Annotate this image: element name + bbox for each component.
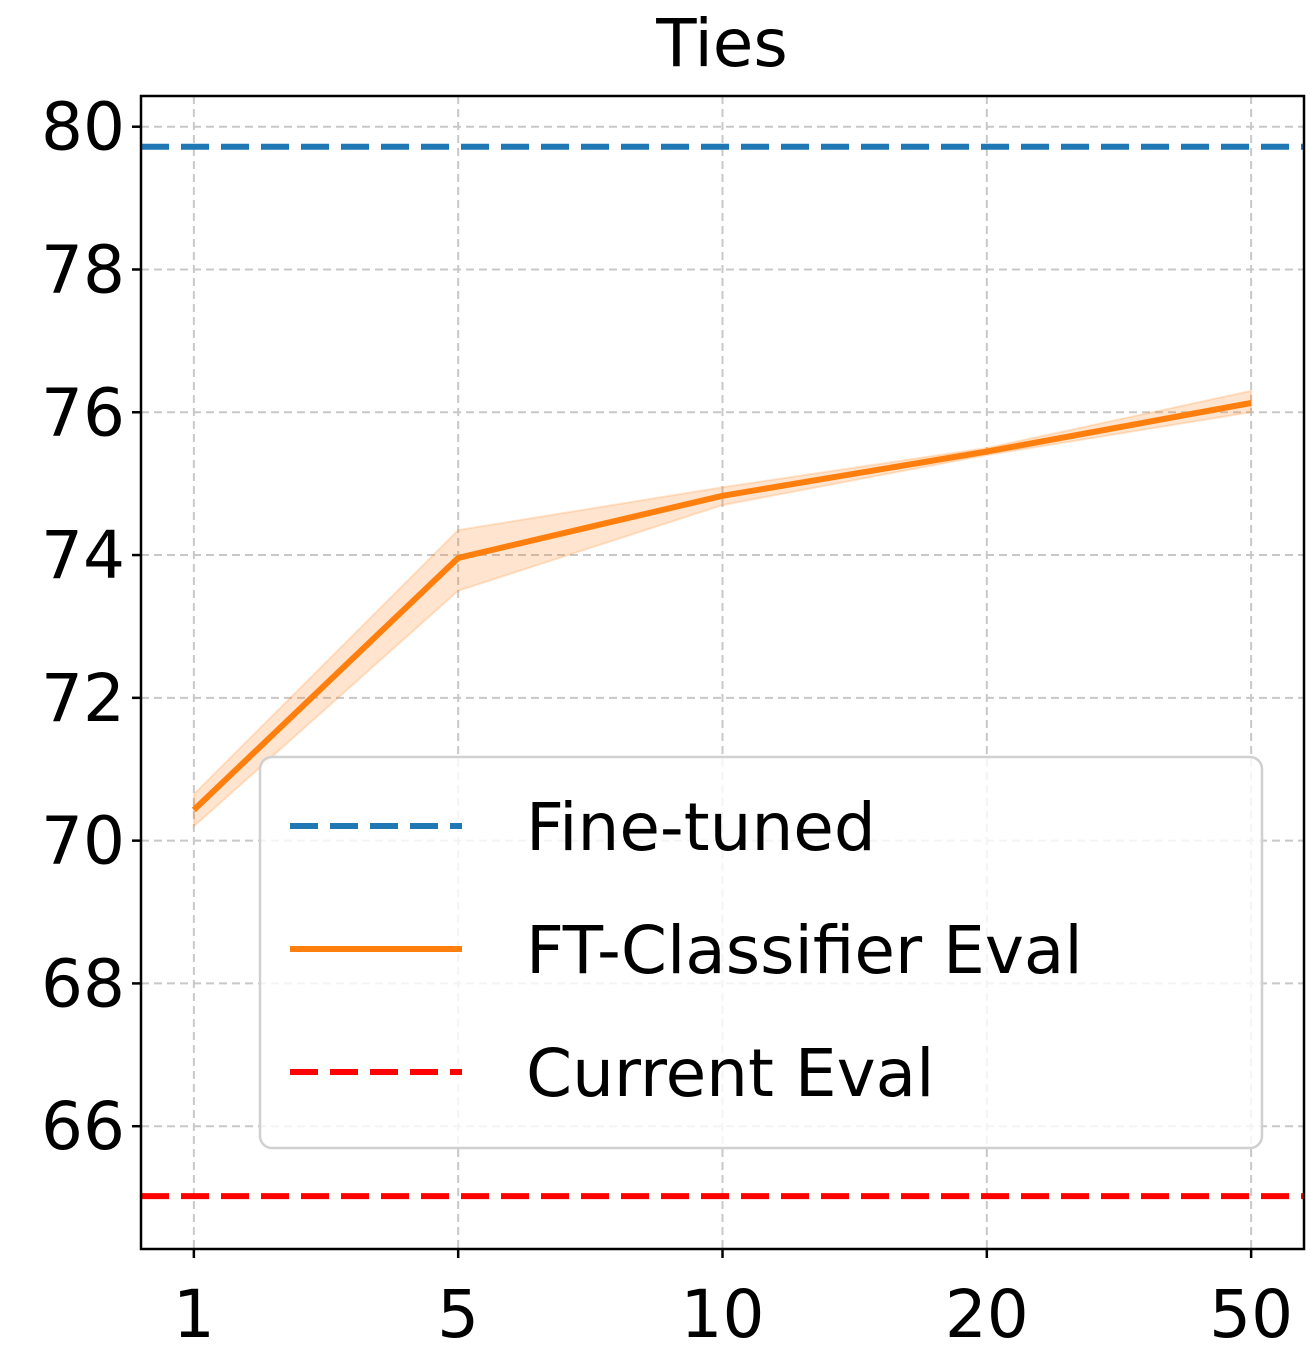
y-tick-label: 72 — [41, 660, 125, 737]
legend: Fine-tuned FT-Classifier Eval Current Eval — [258, 755, 1264, 1150]
y-tick-label: 80 — [41, 89, 125, 166]
y-tick-label: 78 — [41, 231, 125, 308]
plot-area — [141, 143, 1304, 1200]
x-tick-label: 20 — [945, 1276, 1029, 1353]
legend-label: Fine-tuned — [526, 789, 876, 866]
x-tick-label: 5 — [437, 1276, 479, 1353]
x-tick-label: 1 — [173, 1276, 215, 1353]
y-tick-label: 74 — [41, 517, 125, 594]
ticks: 66 68 70 72 74 76 78 80 1 5 10 20 50 — [41, 89, 1293, 1353]
x-tick-label: 50 — [1209, 1276, 1293, 1353]
line — [191, 400, 1252, 813]
y-tick-label: 68 — [41, 945, 125, 1022]
legend-label: Current Eval — [526, 1035, 934, 1112]
y-tick-label: 76 — [41, 374, 125, 451]
legend-box — [258, 755, 1264, 1150]
chart-title: Ties — [655, 5, 788, 82]
y-tick-label: 66 — [41, 1088, 125, 1165]
legend-label: FT-Classifier Eval — [526, 912, 1083, 989]
y-tick-label: 70 — [41, 803, 125, 880]
x-tick-label: 10 — [681, 1276, 765, 1353]
